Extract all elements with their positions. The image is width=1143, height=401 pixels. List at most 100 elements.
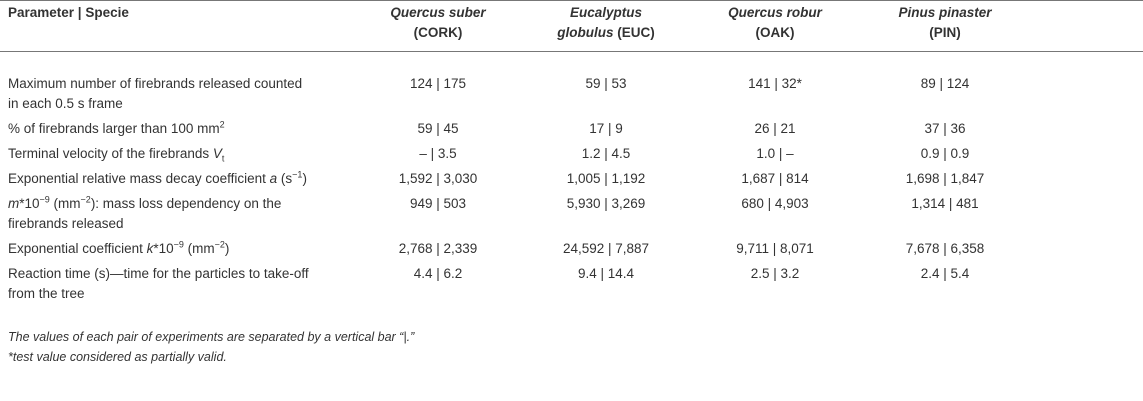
label-text: *10 [153, 241, 174, 256]
footnote: The values of each pair of experiments a… [8, 330, 415, 344]
data-cell: 7,678 | 6,358 [905, 241, 985, 256]
label-text: ) [302, 171, 307, 186]
header-cell: Quercus robur (OAK) [681, 1, 869, 52]
data-cell: 1.0 | – [756, 146, 794, 161]
label-text: Reaction time (s)—time for the particles… [8, 266, 309, 301]
data-cell: 141 | 32* [748, 76, 802, 91]
data-cell: 2.5 | 3.2 [750, 266, 800, 281]
data-cell: 17 | 9 [589, 121, 623, 136]
data-cell: 4.4 | 6.2 [413, 266, 463, 281]
data-cell: 89 | 124 [920, 76, 970, 91]
data-cell: 26 | 21 [754, 121, 796, 136]
data-cell: 680 | 4,903 [741, 196, 809, 211]
table-row: Maximum number of firebrands released co… [0, 52, 1143, 115]
table-row: Exponential coefficient k*10−9 (mm−2) 2,7… [0, 235, 1143, 260]
label-italic: V [212, 146, 222, 161]
species-code: (CORK) [413, 25, 463, 40]
label-sub: t [221, 153, 225, 164]
data-cell: 5,930 | 3,269 [566, 196, 646, 211]
data-cell: 9,711 | 8,071 [736, 241, 814, 256]
footnotes: The values of each pair of experiments a… [0, 313, 1143, 367]
species-code: (EUC) [617, 25, 655, 40]
row-spacer [1021, 115, 1143, 140]
header-cell: Eucalyptus globulus (EUC) [531, 1, 681, 52]
header-wrap: Eucalyptus globulus (EUC) [548, 3, 664, 43]
species-name: Quercus suber [390, 5, 486, 20]
row-spacer [1021, 52, 1143, 115]
table-header: Parameter | Specie Quercus suber (CORK) E… [0, 0, 1143, 52]
row-label: Maximum number of firebrands released co… [0, 52, 345, 115]
header-cell: Pinus pinaster (PIN) [869, 1, 1021, 52]
footnote: *test value considered as partially vali… [8, 350, 227, 364]
table-row: m*10−9 (mm−2): mass loss dependency on t… [0, 190, 1143, 235]
row-spacer [1021, 260, 1143, 313]
row-label: Exponential relative mass decay coeffici… [0, 165, 345, 190]
species-name: Eucalyptus globulus [557, 5, 643, 40]
label-sup: 2 [219, 119, 225, 130]
data-cell: 1,314 | 481 [911, 196, 979, 211]
row-label: % of firebrands larger than 100 mm2 [0, 115, 345, 140]
data-cell: 1,592 | 3,030 [398, 171, 478, 186]
data-cell: 124 | 175 [409, 76, 467, 91]
data-cell: 1,698 | 1,847 [905, 171, 985, 186]
row-spacer [1021, 190, 1143, 235]
label-sup: −2 [80, 194, 91, 205]
header-spacer [1021, 1, 1143, 52]
label-text: Terminal velocity of the firebrands [8, 146, 213, 161]
label-sup: −1 [292, 169, 303, 180]
data-cell: 2.4 | 5.4 [920, 266, 970, 281]
label-sup: −2 [214, 239, 225, 250]
data-table: Parameter | Specie Quercus suber (CORK) E… [0, 0, 1143, 313]
data-cell: 949 | 503 [409, 196, 467, 211]
data-cell: 59 | 45 [417, 121, 459, 136]
label-italic: a [269, 171, 278, 186]
data-cell: 1,687 | 814 [741, 171, 809, 186]
data-cell: 37 | 36 [924, 121, 966, 136]
data-cell: 9.4 | 14.4 [577, 266, 635, 281]
row-spacer [1021, 165, 1143, 190]
label-text: (mm [49, 196, 81, 211]
header-wrap: Quercus suber (CORK) [380, 3, 496, 43]
header-wrap: Pinus pinaster (PIN) [887, 3, 1003, 43]
species-code: (OAK) [755, 25, 795, 40]
label-italic: k [146, 241, 154, 256]
data-cell: 1.2 | 4.5 [581, 146, 631, 161]
species-name: Pinus pinaster [898, 5, 992, 20]
label-text: (s [277, 171, 293, 186]
table-row: % of firebrands larger than 100 mm2 59 | … [0, 115, 1143, 140]
label-text: ): mass loss dependency on the firebrand… [8, 196, 282, 231]
label-text: (mm [183, 241, 215, 256]
species-code: (PIN) [929, 25, 961, 40]
table-body: Maximum number of firebrands released co… [0, 52, 1143, 313]
label-text: Maximum number of firebrands released co… [8, 76, 303, 111]
species-name: Quercus robur [728, 5, 822, 20]
label-text: Exponential relative mass decay coeffici… [8, 171, 270, 186]
row-spacer [1021, 140, 1143, 165]
row-label: Terminal velocity of the firebrands Vt [0, 140, 345, 165]
label-text: % of firebrands larger than 100 mm [8, 121, 220, 136]
label-text: ) [224, 241, 230, 256]
data-cell: 59 | 53 [585, 76, 627, 91]
row-label: Exponential coefficient k*10−9 (mm−2) [0, 235, 345, 260]
data-cell: 2,768 | 2,339 [398, 241, 478, 256]
label-sup: −9 [173, 239, 184, 250]
label-italic: m [8, 196, 20, 211]
data-cell: – | 3.5 [419, 146, 457, 161]
header-first: Parameter | Specie [8, 5, 129, 20]
data-cell: 0.9 | 0.9 [920, 146, 970, 161]
header-wrap: Quercus robur (OAK) [717, 3, 833, 43]
table-row: Terminal velocity of the firebrands Vt – … [0, 140, 1143, 165]
table-row: Exponential relative mass decay coeffici… [0, 165, 1143, 190]
label-sup: −9 [39, 194, 50, 205]
table-row: Reaction time (s)—time for the particles… [0, 260, 1143, 313]
label-text: *10 [19, 196, 40, 211]
row-spacer [1021, 235, 1143, 260]
row-label: Reaction time (s)—time for the particles… [0, 260, 345, 313]
data-cell: 24,592 | 7,887 [562, 241, 650, 256]
header-row: Parameter | Specie Quercus suber (CORK) E… [0, 0, 1143, 52]
row-label: m*10−9 (mm−2): mass loss dependency on t… [0, 190, 345, 235]
data-cell: 1,005 | 1,192 [566, 171, 646, 186]
label-text: Exponential coefficient [8, 241, 147, 256]
header-cell: Quercus suber (CORK) [345, 1, 531, 52]
